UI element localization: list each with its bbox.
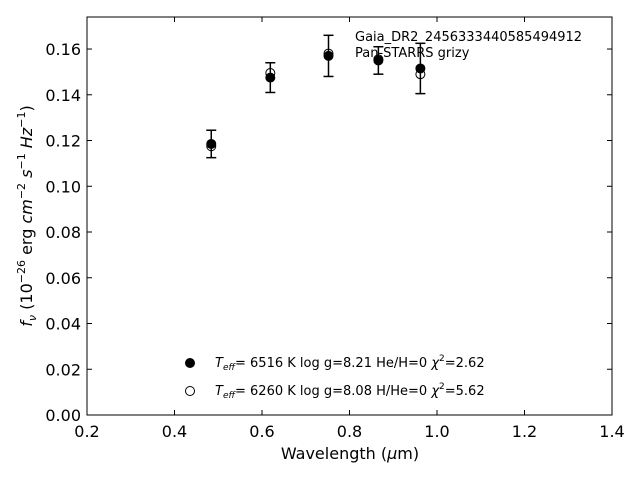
y-tick-label: 0.10 (45, 177, 81, 196)
model-1-point (265, 72, 276, 83)
y-axis-label: fν (10−26 erg cm−2 s−1 Hz−1) (15, 105, 39, 326)
y-tick-label: 0.04 (45, 315, 81, 334)
x-tick-label: 0.8 (337, 422, 362, 441)
legend-entry-1: Teff= 6516 K log g=8.21 He/H=0 χ2=2.62 (215, 354, 485, 373)
model-1-point (323, 50, 334, 61)
x-tick-label: 1.4 (599, 422, 624, 441)
x-tick-label: 1.2 (512, 422, 537, 441)
legend-2-params: log g=8.08 H/He=0 (300, 384, 427, 399)
y-tick-label: 0.14 (45, 86, 81, 105)
annotation-line-2: Pan-STARRS grizy (355, 46, 470, 61)
legend-2-chi2: =5.62 (445, 384, 485, 399)
x-tick-label: 0.6 (249, 422, 274, 441)
legend: Teff= 6516 K log g=8.21 He/H=0 χ2=2.62 T… (185, 354, 485, 401)
legend-1-teff: 6516 K (250, 356, 296, 371)
y-tick-label: 0.08 (45, 223, 81, 242)
y-tick-label: 0.00 (45, 406, 81, 425)
svg-text:fν (10−26 erg cm−2 s−1 Hz−1): fν (10−26 erg cm−2 s−1 Hz−1) (15, 105, 39, 326)
legend-1-params: log g=8.21 He/H=0 (300, 356, 427, 371)
x-tick-label: 0.2 (74, 422, 99, 441)
ticks-layer: 0.2 0.4 0.6 0.8 1.0 1.2 1.4 0.00 0.02 0.04 0.06 0.0… (45, 17, 625, 441)
y-tick-label: 0.06 (45, 269, 81, 288)
x-tick-label: 0.4 (162, 422, 187, 441)
y-tick-label: 0.16 (45, 40, 81, 59)
legend-entry-2: Teff= 6260 K log g=8.08 H/He=0 χ2=5.62 (215, 382, 485, 401)
x-tick-label: 1.0 (424, 422, 449, 441)
legend-2-teff: 6260 K (250, 384, 296, 399)
legend-1-chi2: =2.62 (445, 356, 485, 371)
model-1-point (373, 55, 384, 66)
legend-marker-filled (185, 358, 195, 368)
x-axis-label: Wavelength (µm) (281, 444, 419, 463)
model-1-point (415, 63, 426, 74)
annotation-line-1: Gaia_DR2_2456333440585494912 (355, 30, 582, 45)
model-1-point (206, 138, 217, 149)
plot-frame (86, 16, 613, 416)
svg-text:Wavelength (µm): Wavelength (µm) (281, 444, 419, 463)
y-tick-label: 0.12 (45, 132, 81, 151)
legend-marker-open (185, 386, 195, 396)
marks-layer (206, 34, 426, 159)
y-tick-label: 0.02 (45, 360, 81, 379)
annotation: Gaia_DR2_2456333440585494912 Pan-STARRS … (355, 30, 582, 61)
